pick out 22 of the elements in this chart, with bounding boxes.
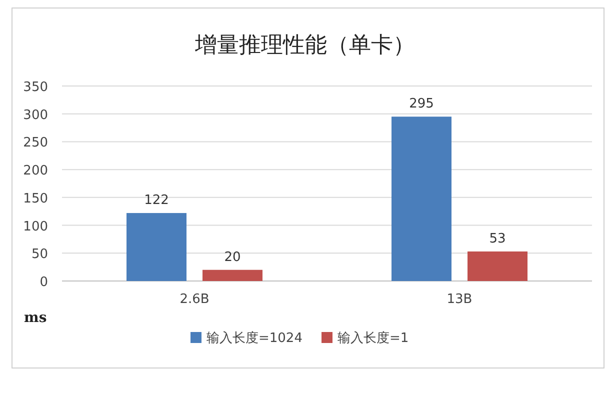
data-label: 53 (489, 231, 506, 246)
data-label: 122 (144, 193, 169, 208)
y-tick-label: 300 (23, 108, 48, 123)
y-tick-label: 150 (23, 191, 48, 206)
data-label: 295 (409, 96, 434, 112)
y-axis-title: ms (24, 310, 47, 326)
y-tick-label: 200 (23, 164, 48, 179)
y-tick-label: 100 (23, 219, 48, 234)
data-label: 20 (224, 250, 241, 265)
x-tick-label: 13B (446, 292, 472, 307)
legend-label: 输入长度=1 (338, 330, 409, 346)
bar (392, 116, 452, 281)
y-tick-label: 50 (31, 247, 48, 262)
legend-label: 输入长度=1024 (206, 330, 302, 346)
y-tick-label: 350 (23, 80, 48, 95)
y-tick-label: 250 (23, 136, 48, 151)
y-tick-label: 0 (40, 275, 48, 290)
x-tick-label: 2.6B (180, 292, 210, 307)
bar (468, 251, 528, 281)
chart-title: 增量推理性能（单卡） (194, 33, 415, 58)
bar (202, 270, 262, 281)
bar (126, 213, 186, 281)
